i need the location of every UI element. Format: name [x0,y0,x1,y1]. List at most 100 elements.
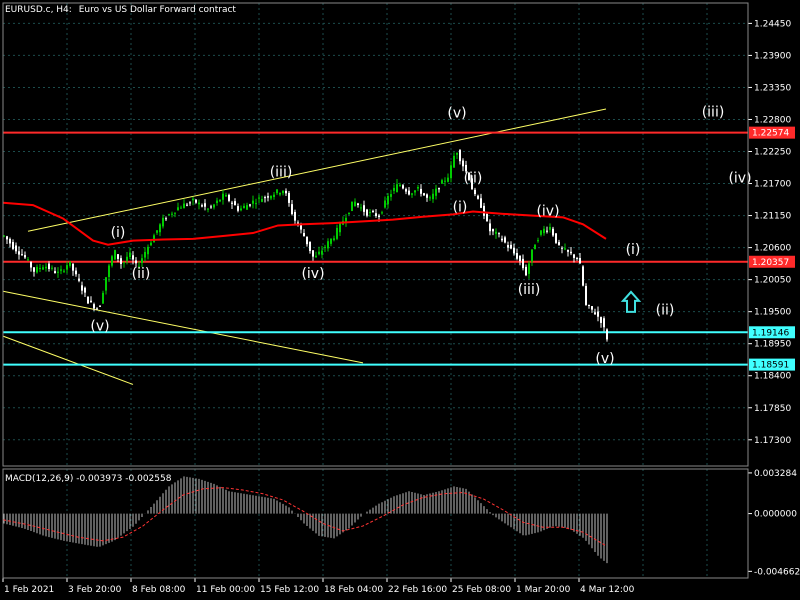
candle-body [165,218,167,220]
candle-body [426,194,428,198]
candle-body [93,304,95,309]
chart-header: EURUSD.c, H4: Euro vs US Dollar Forward … [5,5,236,15]
candle-body [213,204,215,208]
candle-body [54,271,56,274]
wave-labels: (i) (ii) (iii) (iv) (v) (v) (ii) (i) (iv) (iii) (v… [90,105,751,367]
candle-body [246,205,248,210]
candle-body [480,198,482,208]
candle-body [513,247,515,254]
candle-body [159,224,161,233]
symbol-label: EURUSD.c, H4: [5,5,72,15]
candle-body [573,254,575,258]
candle-body [63,270,65,272]
price-tick-label: 1.24450 [754,19,791,29]
candle-body [420,188,422,194]
candle-body [570,251,572,254]
candle-body [444,180,446,182]
candle-body [318,251,320,255]
candle-body [21,254,23,256]
trend-lines[interactable] [2,108,607,385]
horizontal-levels[interactable] [3,131,748,366]
candle-body [69,261,71,266]
candle-body [51,267,53,269]
candle-body [90,300,92,303]
candle-body [126,256,128,261]
candle-body [345,217,347,223]
candlesticks [3,148,608,342]
candle-body [183,203,185,209]
candle-body [324,246,326,248]
candle-body [489,223,491,232]
candle-body [552,228,554,236]
candle-body [309,241,311,251]
macd-tick-label: -0.004662 [754,567,800,577]
price-axis[interactable]: 1.24450 1.23900 1.23350 1.22800 1.22250 1.217… [748,19,800,577]
candle-body [417,187,419,189]
candle-body [288,192,290,203]
macd-panel-frame [2,468,749,579]
candle-body [549,226,551,230]
candle-body [129,252,131,257]
trend-line[interactable] [2,335,134,385]
candle-body [168,214,170,216]
candle-body [399,184,401,187]
trend-line[interactable] [2,290,364,364]
candle-body [240,208,242,211]
wave-label: (v) [595,351,614,367]
candle-body [48,263,50,270]
candle-body [234,201,236,206]
symbol-description: Euro vs US Dollar Forward contract [79,5,237,15]
candle-body [207,208,209,210]
candle-body [141,258,143,263]
candle-body [186,204,188,206]
candle-body [27,259,29,261]
candle-body [405,189,407,192]
candle-body [606,329,608,340]
price-tick-label: 1.17300 [754,436,791,446]
candle-body [456,153,458,155]
candle-body [279,192,281,195]
macd-tick-label: 0.000000 [754,510,797,520]
time-axis[interactable]: 1 Feb 2021 3 Feb 20:00 8 Feb 08:00 11 Feb 0… [2,578,635,595]
candle-body [567,249,569,252]
wave-label: (iv) [536,204,559,220]
candle-body [522,258,524,269]
candle-body [354,201,356,207]
candle-body [396,184,398,193]
candle-body [372,210,374,212]
candle-body [540,230,542,235]
candle-body [594,312,596,315]
candle-body [327,241,329,249]
macd-label: MACD(12,26,9) -0.003973 -0.002558 [5,474,172,484]
candle-body [66,265,68,270]
candle-body [483,205,485,216]
wave-label: (i) [626,242,641,258]
trend-line[interactable] [27,108,607,232]
candle-body [597,311,599,317]
candle-body [330,238,332,244]
candle-body [180,207,182,209]
candle-body [387,196,389,205]
candle-body [408,190,410,195]
candle-body [147,246,149,255]
time-tick-label: 4 Mar 12:00 [580,585,635,595]
candle-body [390,194,392,197]
candle-body [486,213,488,222]
candle-body [492,228,494,232]
candle-body [57,271,59,273]
candle-body [81,285,83,291]
candle-body [507,245,509,248]
candle-body [192,198,194,201]
candle-body [264,197,266,199]
wave-label: (ii) [132,266,151,282]
candle-body [132,255,134,260]
candle-body [198,202,200,205]
candle-body [261,199,263,202]
candle-body [423,193,425,196]
candle-body [78,278,80,281]
price-tick-label: 1.17850 [754,404,791,414]
candle-body [99,305,101,307]
candle-body [171,213,173,215]
candle-body [561,247,563,249]
